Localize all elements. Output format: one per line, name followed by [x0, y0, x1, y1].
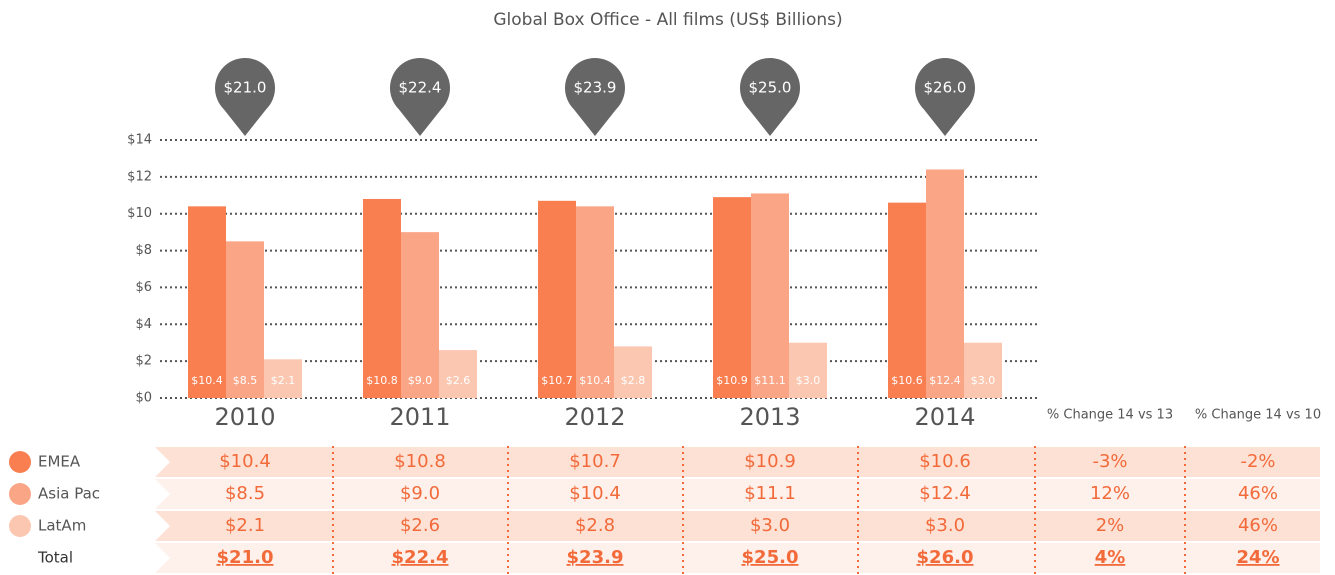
table-cell: $22.4 — [392, 547, 449, 568]
table-cell: $10.6 — [919, 451, 971, 472]
bar — [964, 342, 1002, 398]
table-cell: $12.4 — [919, 483, 971, 504]
table-cell: $3.0 — [925, 515, 965, 536]
y-tick-label: $6 — [135, 280, 152, 295]
table-cell: $10.8 — [394, 451, 446, 472]
data-label: $12.4 — [929, 374, 961, 387]
y-tick-label: $8 — [135, 243, 152, 258]
table-cell: $21.0 — [217, 547, 274, 568]
column-header: % Change 14 vs 13 — [1047, 408, 1173, 423]
table-cell: $10.4 — [569, 483, 621, 504]
bar — [926, 169, 964, 398]
row-label: Total — [37, 549, 73, 567]
total-pin-label: $26.0 — [924, 79, 967, 97]
x-tick-label: 2011 — [389, 403, 450, 431]
table-cell: $3.0 — [750, 515, 790, 536]
bar — [439, 350, 477, 398]
table-cell: $9.0 — [400, 483, 440, 504]
table-cell: $26.0 — [917, 547, 974, 568]
total-pin-label: $25.0 — [749, 79, 792, 97]
table-cell: $25.0 — [742, 547, 799, 568]
table-cell: $2.6 — [400, 515, 440, 536]
legend-swatch — [9, 515, 31, 537]
table-cell: $11.1 — [744, 483, 796, 504]
table-cell: 4% — [1095, 547, 1126, 568]
column-header: % Change 14 vs 10 — [1195, 408, 1321, 423]
table-cell: 46% — [1238, 483, 1278, 504]
table-cell: 12% — [1090, 483, 1130, 504]
data-label: $10.4 — [191, 374, 223, 387]
bar — [713, 197, 751, 398]
legend-swatch — [9, 451, 31, 473]
total-pin — [215, 57, 275, 136]
table-cell: $8.5 — [225, 483, 265, 504]
total-pin — [740, 57, 800, 137]
data-label: $10.8 — [366, 374, 398, 387]
data-label: $9.0 — [408, 374, 433, 387]
total-pin-label: $21.0 — [224, 79, 267, 97]
legend-label: EMEA — [38, 453, 81, 471]
bar — [226, 241, 264, 398]
table-cell: $10.4 — [219, 451, 271, 472]
table-cell: -2% — [1240, 451, 1275, 472]
bar — [789, 342, 827, 398]
table-cell: $10.7 — [569, 451, 621, 472]
legend-swatch — [9, 483, 31, 505]
bar — [188, 206, 226, 398]
y-tick-label: $0 — [135, 391, 152, 406]
y-tick-label: $2 — [135, 354, 152, 369]
row-band — [155, 479, 1320, 509]
bar — [401, 232, 439, 398]
table-cell: $2.8 — [575, 515, 615, 536]
x-tick-label: 2010 — [214, 403, 275, 431]
data-label: $11.1 — [754, 374, 786, 387]
total-pin-label: $22.4 — [399, 79, 442, 97]
total-pin — [390, 57, 451, 137]
x-tick-label: 2014 — [914, 403, 975, 431]
row-band — [155, 511, 1320, 541]
legend-label: Asia Pac — [38, 485, 100, 503]
data-label: $3.0 — [796, 374, 821, 387]
table-cell: 46% — [1238, 515, 1278, 536]
data-label: $2.1 — [271, 374, 296, 387]
row-band — [155, 543, 1320, 573]
bar — [888, 202, 926, 398]
y-tick-label: $12 — [127, 169, 152, 184]
bar — [576, 206, 614, 398]
data-label: $2.8 — [621, 374, 646, 387]
data-label: $8.5 — [233, 374, 258, 387]
data-label: $2.6 — [446, 374, 471, 387]
y-tick-label: $4 — [135, 317, 152, 332]
data-label: $3.0 — [971, 374, 996, 387]
table-cell: -3% — [1092, 451, 1127, 472]
total-pin — [565, 57, 625, 137]
total-pin-label: $23.9 — [574, 79, 617, 97]
total-pin — [915, 57, 976, 137]
row-band — [155, 447, 1320, 477]
table-cell: 2% — [1096, 515, 1125, 536]
table-cell: 24% — [1236, 547, 1279, 568]
table-cell: $23.9 — [567, 547, 624, 568]
table-cell: $2.1 — [225, 515, 265, 536]
data-label: $10.9 — [716, 374, 748, 387]
bar — [363, 198, 401, 398]
table-cell: $10.9 — [744, 451, 796, 472]
data-label: $10.6 — [891, 374, 923, 387]
x-tick-label: 2013 — [739, 403, 800, 431]
x-tick-label: 2012 — [564, 403, 625, 431]
bar — [264, 359, 302, 398]
y-tick-label: $10 — [127, 206, 152, 221]
data-label: $10.7 — [541, 374, 573, 387]
legend-label: LatAm — [38, 517, 86, 535]
y-tick-label: $14 — [127, 133, 152, 148]
bar — [614, 346, 652, 398]
chart-title: Global Box Office - All films (US$ Billi… — [493, 10, 842, 30]
bar — [751, 193, 789, 398]
data-label: $10.4 — [579, 374, 611, 387]
bar — [538, 200, 576, 398]
